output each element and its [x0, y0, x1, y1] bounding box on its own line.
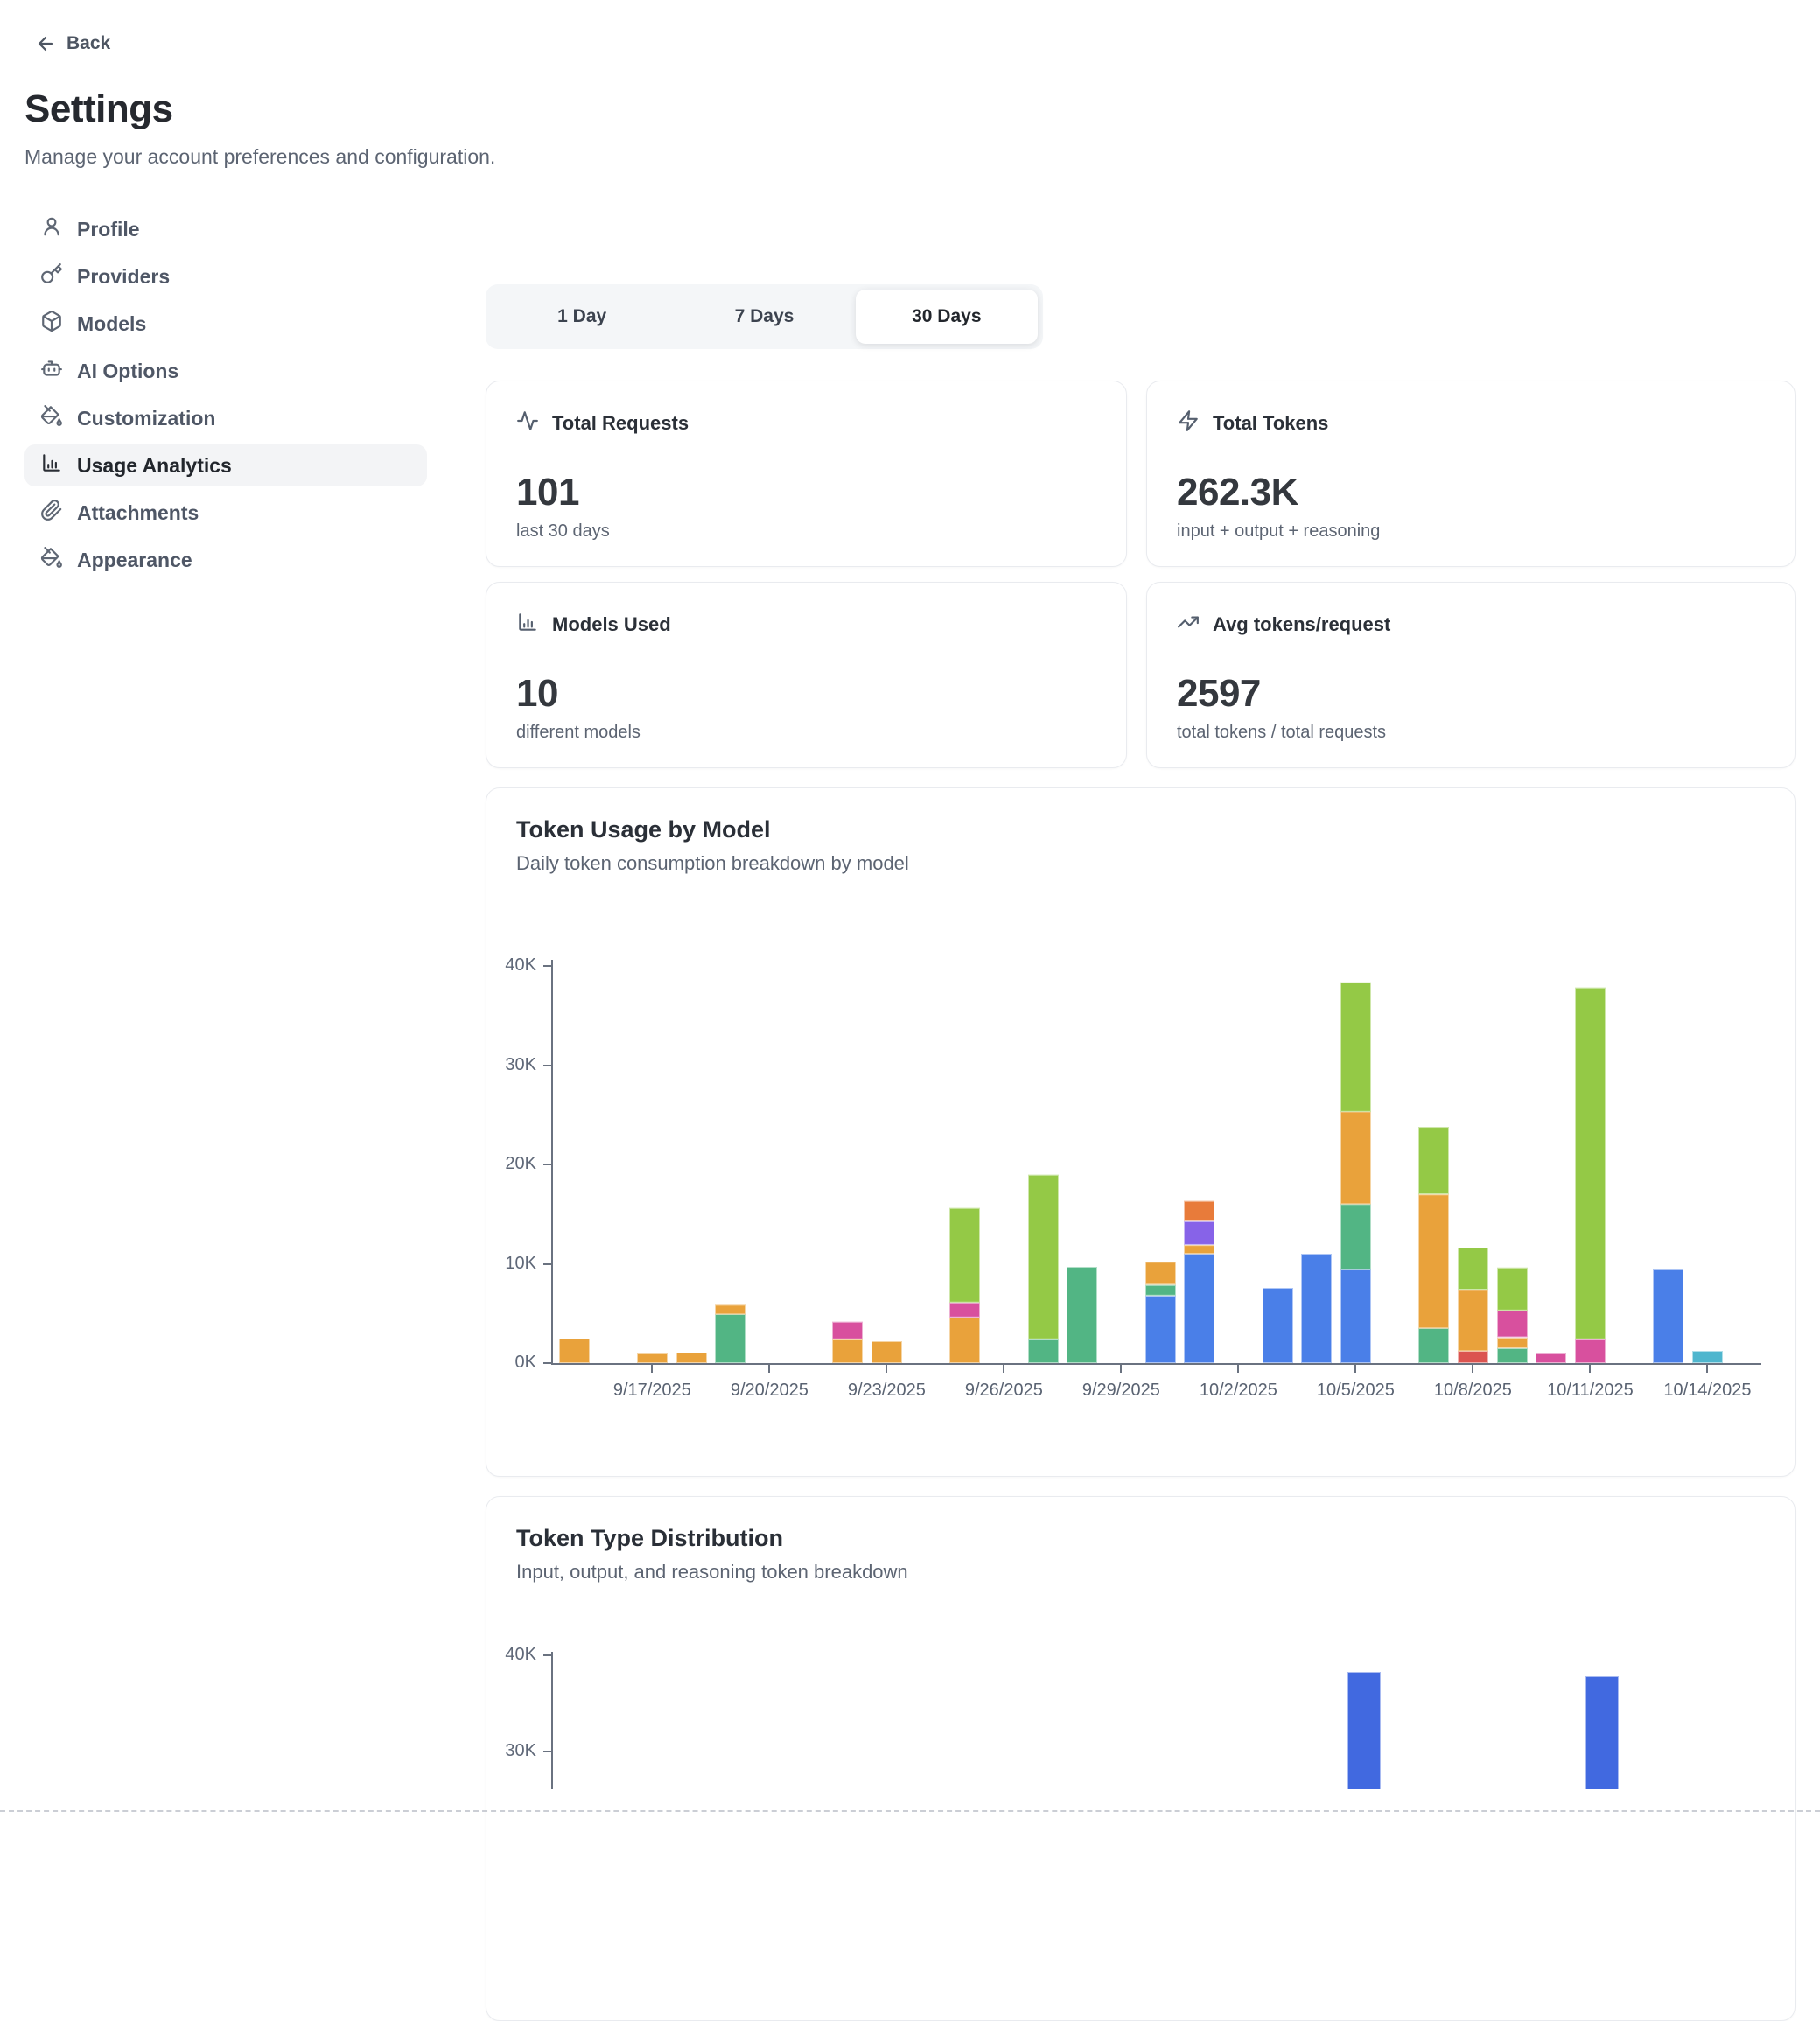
settings-sidebar: Profile Providers Models AI Options Cust…: [24, 208, 427, 586]
tab-1-day[interactable]: 1 Day: [491, 290, 673, 344]
stat-subtitle: total tokens / total requests: [1177, 723, 1387, 742]
stat-card-models-used: Models Used 10 different models: [486, 582, 1127, 768]
stat-value: 101: [516, 471, 579, 514]
token-usage-chart-card: Token Usage by Model Daily token consump…: [486, 787, 1796, 1477]
sidebar-item-providers[interactable]: Providers: [24, 255, 427, 297]
sidebar-item-ai-options[interactable]: AI Options: [24, 350, 427, 392]
trending-up-icon: [1177, 611, 1200, 639]
sidebar-item-label: Attachments: [77, 500, 200, 524]
sidebar-item-label: Usage Analytics: [77, 453, 232, 477]
tab-label: 1 Day: [557, 306, 607, 326]
chart-title: Token Type Distribution: [516, 1525, 784, 1551]
stat-subtitle: different models: [516, 723, 640, 742]
bottom-divider: [0, 1810, 1820, 1812]
stat-card-avg-tokens: Avg tokens/request 2597 total tokens / t…: [1146, 582, 1796, 768]
paperclip-icon: [40, 499, 63, 527]
sidebar-item-label: Profile: [77, 217, 140, 241]
sidebar-item-label: Customization: [77, 406, 216, 430]
stat-value: 10: [516, 672, 558, 715]
token-type-chart-card: Token Type Distribution Input, output, a…: [486, 1496, 1796, 2021]
back-button[interactable]: Back: [35, 33, 110, 54]
bar-chart-icon: [516, 611, 539, 639]
paint-bucket-icon: [40, 546, 63, 574]
settings-page: Back Settings Manage your account prefer…: [0, 33, 1820, 2021]
back-label: Back: [66, 33, 111, 53]
tab-30-days[interactable]: 30 Days: [855, 290, 1038, 344]
stat-title: Avg tokens/request: [1213, 613, 1391, 635]
sidebar-item-usage-analytics[interactable]: Usage Analytics: [24, 444, 427, 486]
chart-subtitle: Daily token consumption breakdown by mod…: [516, 852, 909, 874]
stat-title: Models Used: [552, 613, 671, 635]
stat-title: Total Requests: [552, 412, 690, 434]
zap-icon: [1177, 409, 1200, 437]
sidebar-item-label: Providers: [77, 264, 171, 288]
user-icon: [40, 215, 63, 243]
bot-icon: [40, 357, 63, 385]
stat-subtitle: input + output + reasoning: [1177, 521, 1381, 541]
sidebar-item-profile[interactable]: Profile: [24, 208, 427, 250]
paint-bucket-icon: [40, 404, 63, 432]
chart-title: Token Usage by Model: [516, 816, 771, 843]
chart-subtitle: Input, output, and reasoning token break…: [516, 1561, 908, 1583]
sidebar-item-label: Models: [77, 311, 147, 335]
stat-card-total-tokens: Total Tokens 262.3K input + output + rea…: [1146, 381, 1796, 567]
tab-7-days[interactable]: 7 Days: [673, 290, 855, 344]
page-title: Settings: [24, 87, 173, 130]
stat-card-total-requests: Total Requests 101 last 30 days: [486, 381, 1127, 567]
stat-subtitle: last 30 days: [516, 521, 610, 541]
bar-chart-icon: [40, 451, 63, 479]
time-range-tabbar: 1 Day 7 Days 30 Days: [486, 284, 1043, 349]
stat-value: 262.3K: [1177, 471, 1298, 514]
stat-title: Total Tokens: [1213, 412, 1329, 434]
sidebar-item-label: AI Options: [77, 359, 179, 382]
activity-icon: [516, 409, 539, 437]
tab-label: 7 Days: [734, 306, 794, 326]
stat-value: 2597: [1177, 672, 1261, 715]
sidebar-item-attachments[interactable]: Attachments: [24, 492, 427, 534]
box-icon: [40, 310, 63, 338]
sidebar-item-models[interactable]: Models: [24, 303, 427, 345]
tab-label: 30 Days: [912, 306, 982, 326]
sidebar-item-customization[interactable]: Customization: [24, 397, 427, 439]
sidebar-item-appearance[interactable]: Appearance: [24, 539, 427, 581]
arrow-left-icon: [35, 33, 56, 54]
page-subtitle: Manage your account preferences and conf…: [24, 145, 496, 168]
sidebar-item-label: Appearance: [77, 548, 192, 571]
key-icon: [40, 262, 63, 290]
